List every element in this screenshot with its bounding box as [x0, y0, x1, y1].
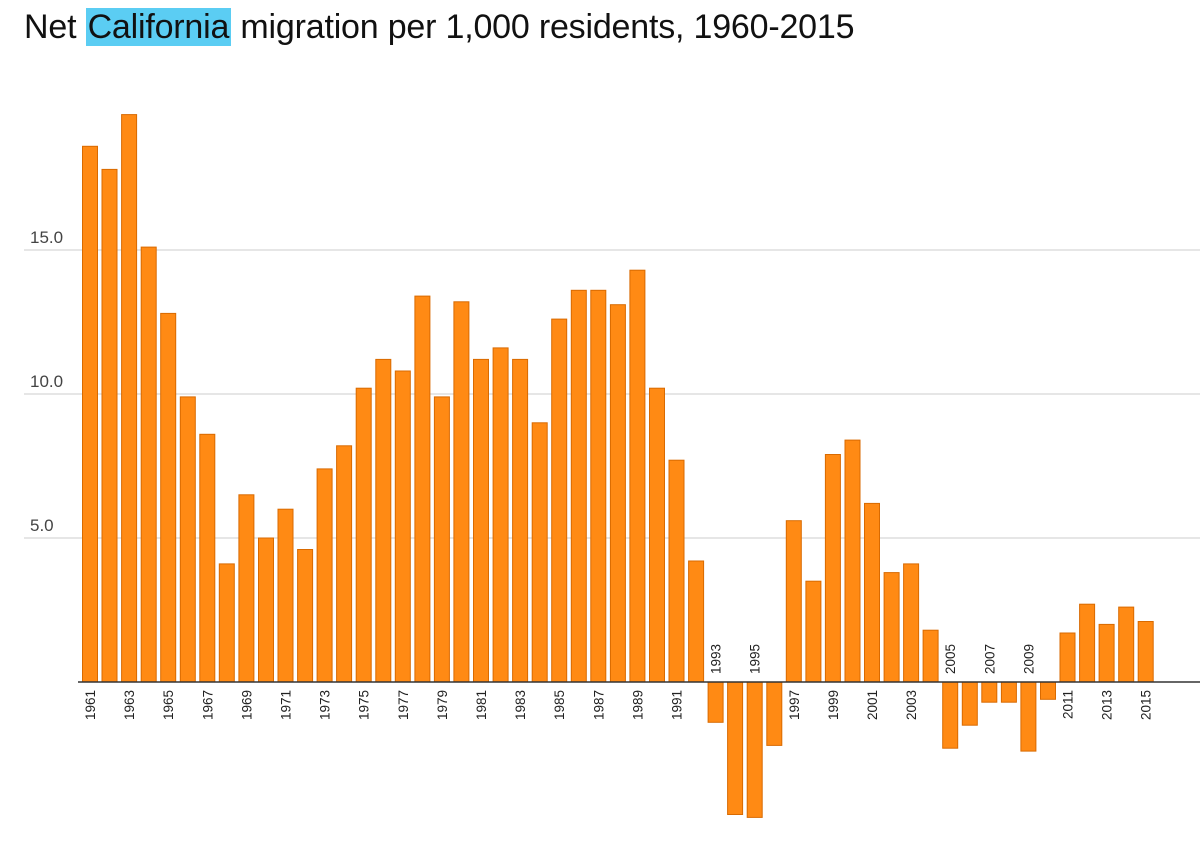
x-tick-label: 1971: [279, 690, 294, 720]
x-tick-label: 1993: [709, 644, 724, 674]
bar-1985: [551, 318, 568, 683]
bar-1992: [688, 560, 705, 683]
bar-1962: [101, 168, 118, 683]
bar-1961: [82, 145, 98, 683]
bar-1968: [218, 563, 235, 683]
bar-1972: [297, 549, 314, 683]
title-suffix: migration per 1,000 residents, 1960-2015: [231, 8, 855, 46]
bar-2007: [981, 681, 998, 703]
x-tick-label: 1973: [318, 690, 333, 720]
x-tick-label: 1995: [748, 644, 763, 674]
bar-2012: [1079, 603, 1096, 683]
bar-1995: [746, 681, 763, 818]
bar-2003: [903, 563, 920, 683]
x-tick-label: 2015: [1139, 690, 1154, 720]
bar-1976: [375, 358, 392, 683]
bar-1978: [414, 295, 431, 683]
bar-1971: [277, 508, 294, 683]
bar-1980: [453, 301, 470, 683]
bar-1977: [394, 370, 411, 683]
y-tick-label: 5.0: [30, 516, 54, 535]
bar-1970: [258, 537, 274, 683]
tick-labels: 5.0 10.0 15.0 1961 1963 1965 1967 1969 1971 1973 1…: [30, 228, 1154, 720]
x-tick-label: 2001: [865, 690, 880, 720]
x-tick-label: 1963: [122, 690, 137, 720]
title-highlight: California: [85, 8, 232, 46]
bar-1998: [805, 580, 822, 683]
bar-1973: [316, 468, 333, 683]
x-tick-label: 1965: [161, 690, 176, 720]
bar-2000: [844, 439, 861, 683]
bar-1997: [785, 520, 802, 683]
bar-1983: [512, 358, 529, 683]
bar-1969: [238, 494, 255, 683]
title-prefix: Net: [24, 8, 86, 46]
bar-1990: [649, 387, 665, 683]
x-tick-label: 2009: [1021, 644, 1036, 674]
bar-2004: [922, 629, 939, 683]
bar-2011: [1059, 632, 1076, 683]
bar-2013: [1098, 623, 1115, 683]
bar-1986: [570, 289, 587, 683]
x-tick-label: 1961: [83, 690, 98, 720]
x-tick-label: 1983: [513, 690, 528, 720]
bar-1965: [160, 312, 177, 683]
x-tick-label: 2007: [982, 644, 997, 674]
x-tick-label: 2013: [1100, 690, 1115, 720]
x-tick-label: 1997: [787, 690, 802, 720]
bar-1979: [433, 396, 450, 683]
x-tick-label: 1985: [552, 690, 567, 720]
x-tick-label: 2005: [943, 644, 958, 674]
bar-2005: [942, 681, 959, 749]
y-tick-label: 15.0: [30, 228, 63, 247]
bar-1975: [355, 387, 372, 683]
bar-1994: [727, 681, 744, 815]
bar-2006: [961, 681, 978, 726]
x-tick-label: 1969: [239, 690, 254, 720]
bar-1989: [629, 269, 646, 683]
bar-1974: [336, 445, 353, 683]
x-tick-label: 1981: [474, 690, 489, 720]
bar-2010: [1040, 681, 1056, 700]
y-tick-label: 10.0: [30, 372, 63, 391]
x-tick-label: 1999: [826, 690, 841, 720]
bar-1996: [766, 681, 783, 746]
bar-1964: [140, 246, 157, 683]
x-tick-label: 1979: [435, 690, 450, 720]
bar-2015: [1137, 621, 1154, 683]
bar-2002: [883, 572, 900, 683]
bar-1988: [609, 304, 626, 683]
bar-1982: [492, 347, 509, 683]
x-tick-label: 1987: [591, 690, 606, 720]
bar-1991: [668, 459, 685, 683]
bar-1984: [531, 422, 548, 683]
bar-1967: [199, 433, 216, 683]
bar-1999: [824, 454, 841, 683]
x-tick-label: 1977: [396, 690, 411, 720]
x-tick-label: 1989: [630, 690, 645, 720]
bar-1966: [179, 396, 196, 683]
bar-2001: [864, 502, 880, 683]
x-tick-label: 1975: [357, 690, 372, 720]
bar-1963: [121, 114, 138, 683]
x-tick-label: 1991: [670, 690, 685, 720]
bar-2009: [1020, 681, 1037, 752]
x-tick-label: 1967: [200, 690, 215, 720]
bar-2014: [1118, 606, 1135, 683]
bar-2008: [1000, 681, 1017, 703]
chart-title: Net California migration per 1,000 resid…: [24, 8, 854, 47]
bar-1993: [707, 681, 724, 723]
bar-1981: [473, 358, 489, 683]
x-tick-label: 2003: [904, 690, 919, 720]
bar-1987: [590, 289, 607, 683]
x-tick-label: 2011: [1061, 690, 1076, 719]
